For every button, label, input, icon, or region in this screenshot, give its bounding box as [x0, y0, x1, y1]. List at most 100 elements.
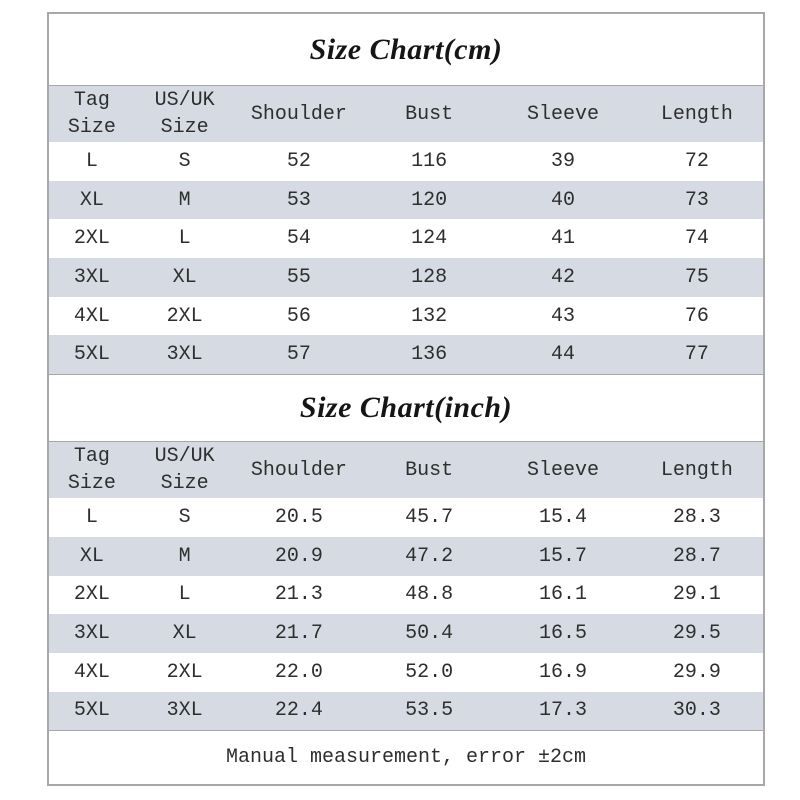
- table-cell: 116: [411, 149, 448, 173]
- table-cell: 2XL: [166, 660, 203, 684]
- table-cell: 57: [286, 343, 311, 367]
- table-cell: 2XL: [166, 304, 203, 328]
- table-cell: 72: [684, 149, 709, 173]
- table-cell: 50.4: [405, 622, 454, 646]
- table-cell: 4XL: [73, 304, 110, 328]
- table-cell: 73: [684, 188, 709, 212]
- size-chart-sheet: Size Chart(cm) Tag Size US/UK Size Shoulde…: [47, 12, 765, 786]
- column-header: US/UK Size: [134, 442, 235, 499]
- table-cell: 44: [551, 343, 576, 367]
- table-cell: 128: [411, 265, 448, 289]
- table-row: 3XL XL 55 128 42 75: [49, 258, 763, 297]
- table-cell: XL: [79, 188, 104, 212]
- column-header: Shoulder: [234, 86, 364, 142]
- table-cell: XL: [79, 544, 104, 568]
- table-cell: 20.5: [274, 505, 323, 529]
- table-cell: 29.1: [672, 583, 721, 607]
- table-cell: 40: [551, 188, 576, 212]
- table-cell: 54: [286, 227, 311, 251]
- table-row: XL M 20.9 47.2 15.7 28.7: [49, 536, 763, 576]
- table-row: 2XL L 21.3 48.8 16.1 29.1: [49, 575, 763, 615]
- footer-note: Manual measurement, error ±2cm: [225, 746, 587, 770]
- table-cell: 47.2: [405, 544, 454, 568]
- cm-header-row: Tag Size US/UK Size Shoulder Bust Sleeve Leng…: [49, 86, 763, 142]
- table-cell: 45.7: [405, 505, 454, 529]
- footer-note-band: Manual measurement, error ±2cm: [49, 730, 763, 784]
- table-cell: 15.4: [539, 505, 588, 529]
- table-row: XL M 53 120 40 73: [49, 180, 763, 220]
- table-cell: 52.0: [405, 660, 454, 684]
- table-cell: 5XL: [73, 343, 110, 367]
- table-cell: 16.1: [539, 583, 588, 607]
- table-cell: 39: [551, 149, 576, 173]
- table-cell: 28.3: [672, 505, 721, 529]
- table-cell: XL: [172, 622, 197, 646]
- cm-table-title: Size Chart(cm): [309, 32, 503, 66]
- column-header: Shoulder: [234, 442, 364, 499]
- table-cell: 56: [286, 304, 311, 328]
- table-cell: 5XL: [73, 699, 110, 723]
- inch-header-row: Tag Size US/UK Size Shoulder Bust Sleeve Leng…: [49, 442, 763, 499]
- size-table-cm: Tag Size US/UK Size Shoulder Bust Sleeve Leng…: [49, 86, 763, 375]
- table-cell: 55: [286, 265, 311, 289]
- table-cell: 15.7: [539, 544, 588, 568]
- column-header: Length: [630, 86, 763, 142]
- table-cell: 16.5: [539, 622, 588, 646]
- table-row: L S 20.5 45.7 15.4 28.3: [49, 498, 763, 537]
- table-cell: 76: [684, 304, 709, 328]
- table-cell: 29.9: [672, 660, 721, 684]
- table-row: 5XL 3XL 22.4 53.5 17.3 30.3: [49, 691, 763, 731]
- table-cell: 30.3: [672, 699, 721, 723]
- table-cell: 53.5: [405, 699, 454, 723]
- column-header: Bust: [363, 86, 496, 142]
- table-cell: 22.0: [274, 660, 323, 684]
- table-row: 3XL XL 21.7 50.4 16.5 29.5: [49, 614, 763, 653]
- table-cell: 124: [411, 227, 448, 251]
- table-cell: 22.4: [274, 699, 323, 723]
- table-row: 4XL 2XL 56 132 43 76: [49, 296, 763, 336]
- table-cell: 52: [286, 149, 311, 173]
- table-cell: 21.3: [274, 583, 323, 607]
- table-cell: 29.5: [672, 622, 721, 646]
- table-cell: L: [178, 583, 191, 607]
- cm-table-title-band: Size Chart(cm): [49, 14, 763, 86]
- table-cell: 17.3: [539, 699, 588, 723]
- table-cell: 120: [411, 188, 448, 212]
- table-cell: S: [178, 505, 191, 529]
- inch-table-title: Size Chart(inch): [299, 391, 513, 425]
- table-row: 2XL L 54 124 41 74: [49, 219, 763, 259]
- table-cell: 2XL: [73, 583, 110, 607]
- table-cell: 43: [551, 304, 576, 328]
- table-cell: 3XL: [73, 622, 110, 646]
- table-cell: 75: [684, 265, 709, 289]
- table-cell: 48.8: [405, 583, 454, 607]
- column-header: Tag Size: [49, 442, 135, 499]
- table-cell: 3XL: [73, 265, 110, 289]
- column-header: Sleeve: [495, 86, 631, 142]
- table-cell: L: [85, 505, 98, 529]
- column-header: US/UK Size: [134, 86, 235, 142]
- table-cell: 136: [411, 343, 448, 367]
- table-cell: 53: [286, 188, 311, 212]
- table-cell: 4XL: [73, 660, 110, 684]
- table-cell: 16.9: [539, 660, 588, 684]
- table-cell: 28.7: [672, 544, 721, 568]
- table-cell: 21.7: [274, 622, 323, 646]
- column-header: Bust: [363, 442, 496, 499]
- table-row: 4XL 2XL 22.0 52.0 16.9 29.9: [49, 652, 763, 692]
- table-cell: M: [178, 188, 191, 212]
- table-cell: XL: [172, 265, 197, 289]
- table-cell: L: [178, 227, 191, 251]
- table-cell: 2XL: [73, 227, 110, 251]
- table-row: 5XL 3XL 57 136 44 77: [49, 335, 763, 375]
- table-cell: 42: [551, 265, 576, 289]
- column-header: Length: [630, 442, 763, 499]
- table-cell: S: [178, 149, 191, 173]
- table-row: L S 52 116 39 72: [49, 142, 763, 181]
- table-cell: M: [178, 544, 191, 568]
- table-cell: 132: [411, 304, 448, 328]
- table-cell: 3XL: [166, 343, 203, 367]
- table-cell: L: [85, 149, 98, 173]
- table-cell: 20.9: [274, 544, 323, 568]
